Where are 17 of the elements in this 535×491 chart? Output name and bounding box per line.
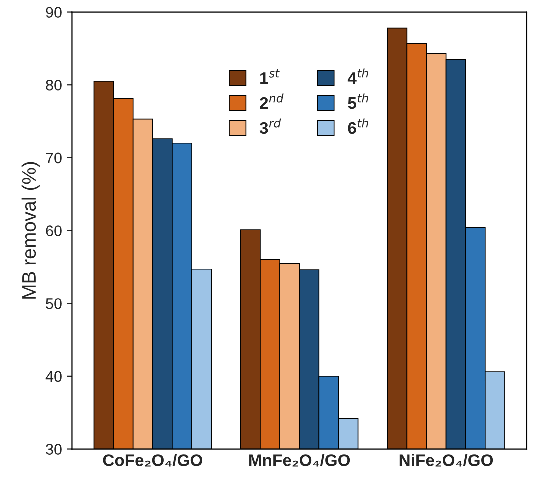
y-tick-label: 80 [46,80,62,91]
legend-label: 1$^{st}$ [260,69,280,84]
legend-label: 5$^{th}$ [348,94,368,110]
y-tick-label: 50 [46,298,62,310]
y-tick-label: 70 [46,152,62,164]
legend-label: 2$^{nd}$ [260,94,284,110]
y-tick-label: 30 [46,444,62,455]
legend-label: 6$^{th}$ [348,118,368,134]
y-tick-label: 90 [46,7,62,18]
y-tick-label: 60 [46,226,62,236]
y-axis-title: MB removal (%) [22,162,40,299]
x-tick-label: NiFe₂O₄/GO [400,454,494,467]
legend-label: 4$^{th}$ [348,68,368,84]
x-tick-label: CoFe₂O₄/GO [103,454,202,467]
y-tick-label: 40 [46,371,62,382]
x-tick-label: MnFe₂O₄/GO [250,454,350,467]
legend-label: 3$^{rd}$ [260,118,282,134]
